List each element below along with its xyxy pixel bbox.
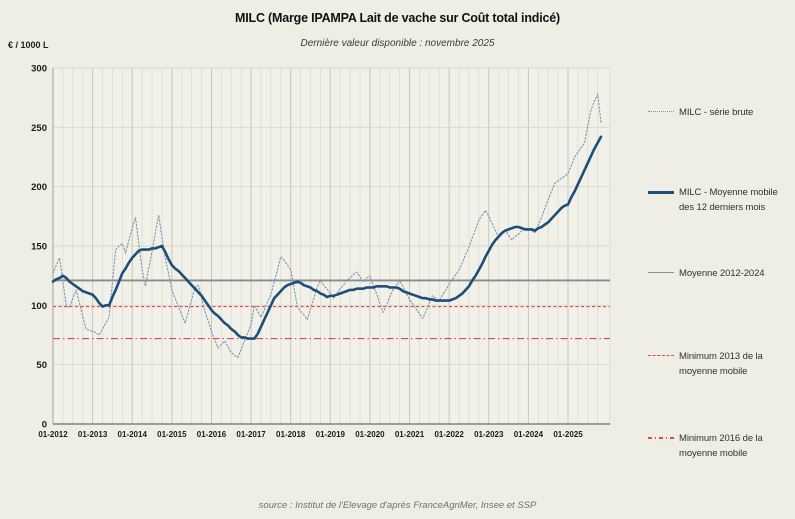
y-tick-label: 150 — [31, 242, 47, 253]
chart-subtitle: Dernière valeur disponible : novembre 20… — [300, 38, 495, 49]
x-tick-label: 01-2017 — [236, 430, 266, 439]
y-tick-label: 50 — [36, 360, 47, 371]
legend-label: MILC - Moyenne mobile des 12 derniers mo… — [679, 187, 778, 213]
minimum-2016-line-swatch-icon — [648, 437, 674, 439]
legend-item-minimum-2016: Minimum 2016 de la moyenne mobile — [648, 431, 794, 461]
y-tick-label: 100 — [31, 301, 47, 312]
legend-item-moyenne-mobile: MILC - Moyenne mobile des 12 derniers mo… — [648, 185, 794, 215]
minimum-2013-line-swatch-icon — [648, 355, 674, 356]
moyenne-mobile-line — [51, 135, 603, 340]
x-tick-label: 01-2018 — [276, 430, 306, 439]
x-tick-label: 01-2021 — [395, 430, 425, 439]
legend-label: Minimum 2016 de la moyenne mobile — [679, 433, 763, 459]
legend-item-serie-brute: MILC - série brute — [648, 105, 794, 120]
y-tick-label: 0 — [42, 420, 47, 431]
y-tick-label: 300 — [31, 64, 47, 75]
x-tick-label: 01-2013 — [78, 430, 108, 439]
x-tick-label: 01-2015 — [157, 430, 187, 439]
x-tick-label: 01-2025 — [553, 430, 583, 439]
x-tick-label: 01-2016 — [197, 430, 227, 439]
legend-item-moyenne-2012-2024: Moyenne 2012-2024 — [648, 266, 794, 281]
x-tick-label: 01-2014 — [118, 430, 148, 439]
y-tick-label: 250 — [31, 123, 47, 134]
x-tick-label: 01-2022 — [434, 430, 464, 439]
legend-item-minimum-2013: Minimum 2013 de la moyenne mobile — [648, 349, 794, 379]
serie-brute-line — [52, 93, 602, 359]
legend-label: MILC - série brute — [679, 107, 754, 118]
serie-brute-line-swatch-icon — [648, 111, 674, 112]
x-tick-label: 01-2012 — [38, 430, 68, 439]
moyenne-mobile-line-swatch-icon — [648, 191, 674, 194]
legend-label: Moyenne 2012-2024 — [679, 268, 765, 279]
x-tick-label: 01-2020 — [355, 430, 385, 439]
source-note: source : Institut de l'Elevage d'après F… — [258, 500, 537, 511]
moyenne-line-swatch-icon — [648, 272, 674, 273]
x-tick-label: 01-2023 — [474, 430, 504, 439]
legend-label: Minimum 2013 de la moyenne mobile — [679, 351, 763, 377]
y-axis-unit-label: € / 1000 L — [8, 40, 49, 50]
chart-title: MILC (Marge IPAMPA Lait de vache sur Coû… — [235, 11, 560, 25]
x-tick-label: 01-2019 — [316, 430, 346, 439]
x-tick-label: 01-2024 — [514, 430, 544, 439]
y-tick-label: 200 — [31, 182, 47, 193]
